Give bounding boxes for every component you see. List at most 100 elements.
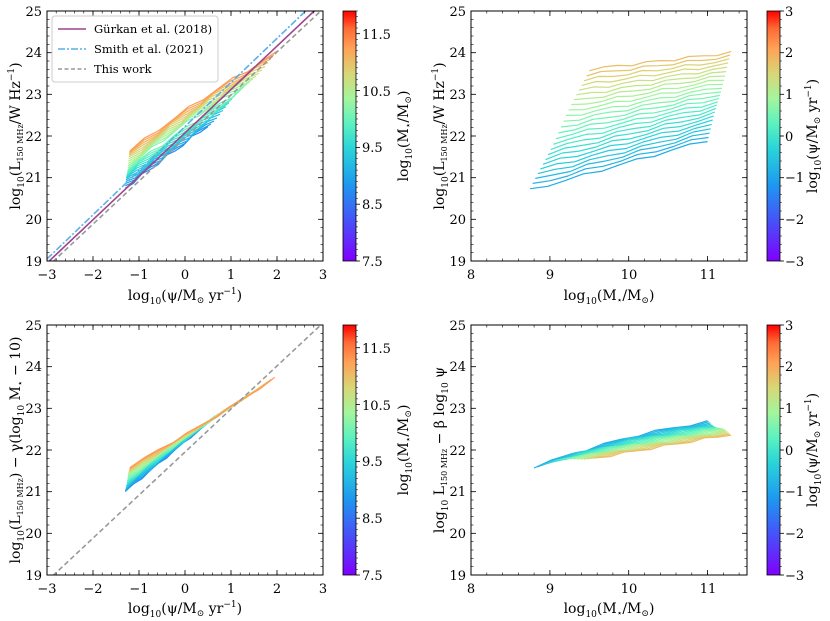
p1-sfr-track <box>573 75 726 101</box>
p1-sfr-track <box>542 119 713 165</box>
p3-cbar-tick: −2 <box>785 527 804 542</box>
p1-ytick: 23 <box>449 88 466 103</box>
p0-xtick: −1 <box>129 268 148 283</box>
p1-xlabel: log10(M⋆/M⊙) <box>564 288 655 307</box>
p1-sfr-track <box>563 91 721 122</box>
p3-cbar-tick: 0 <box>785 444 793 459</box>
p2-xtick: 0 <box>181 582 189 597</box>
p1-frame <box>470 10 748 262</box>
p1-sfr-track <box>535 132 710 179</box>
p3-sfr-track <box>550 425 714 463</box>
p3-ytick: 19 <box>449 569 466 584</box>
panel-bottom-right: 8 9 10 11 19 20 21 22 23 24 25 log10(M⋆/… <box>432 319 824 620</box>
p3-cbar-tick: 1 <box>785 402 793 417</box>
p2-ylabel: log10(L150 MHz) − γ(log10 M⋆ − 10) <box>8 337 27 564</box>
p0-reference-line-1 <box>47 11 307 260</box>
p1-colorbar-gradient <box>766 10 781 262</box>
p1-sfr-track <box>537 128 711 175</box>
p3-colorbar: −3 −2 −1 0 1 2 3 log10(ψ/M⊙ yr−1) <box>766 319 824 584</box>
p0-ytick: 24 <box>25 46 42 61</box>
p2-xtick: −1 <box>129 582 148 597</box>
p0-mass-track <box>126 88 242 173</box>
p3-ytick-labels: 19 20 21 22 23 24 25 <box>449 319 466 584</box>
legend-label-smith: Smith et al. (2021) <box>94 42 203 56</box>
p2-cbar-label: log10(M⋆/M⊙) <box>396 405 415 496</box>
p0-ytick-labels: 19 20 21 22 23 24 25 <box>25 5 42 270</box>
p2-colorbar: 7.5 8.5 9.5 10.5 11.5 log10(M⋆/M⊙) <box>342 324 415 584</box>
p0-ticks <box>46 10 324 262</box>
p0-ytick: 21 <box>25 171 42 186</box>
p1-xtick: 10 <box>621 268 638 283</box>
p1-ticks <box>470 10 747 262</box>
p0-cbar-tick: 10.5 <box>362 85 391 100</box>
p2-ytick: 25 <box>25 319 42 334</box>
p1-sfr-track <box>555 101 719 140</box>
p0-ytick: 22 <box>25 130 42 145</box>
p1-xtick: 11 <box>700 268 717 283</box>
p0-ytick: 20 <box>25 213 42 228</box>
p0-ytick: 25 <box>25 5 42 20</box>
p0-mass-track <box>127 85 245 171</box>
p2-ytick: 24 <box>25 360 42 375</box>
p2-mass-track <box>129 376 276 469</box>
p1-sfr-track <box>530 141 708 190</box>
p1-ytick: 19 <box>449 255 466 270</box>
p3-cbar-tick: 2 <box>785 360 793 375</box>
p2-reference-line-0 <box>52 325 322 575</box>
p1-sfr-track <box>550 107 717 151</box>
p1-sfr-track <box>583 58 730 82</box>
p2-cbar-ticks <box>356 324 360 576</box>
p3-ylabel: log10 L150 MHz − β log10 ψ <box>432 367 451 533</box>
p3-sfr-track <box>597 434 732 459</box>
p3-sfr-track <box>547 424 713 464</box>
p3-xtick: 10 <box>621 582 638 597</box>
p1-sfr-track <box>578 66 728 91</box>
p1-ytick: 21 <box>449 171 466 186</box>
p0-cbar-tick: 7.5 <box>362 255 383 270</box>
p1-sfr-track <box>568 83 724 111</box>
p0-ylabel: log10(L150 MHz/W Hz−1) <box>7 62 27 209</box>
p3-xtick-labels: 8 9 10 11 <box>467 582 716 597</box>
p2-xtick: 2 <box>273 582 281 597</box>
p1-ytick: 20 <box>449 213 466 228</box>
p2-cbar-tick: 11.5 <box>362 342 391 357</box>
p0-cbar-ticks <box>356 10 360 262</box>
p0-xlabel: log10(ψ/M⊙ yr−1) <box>128 287 242 307</box>
p3-colorbar-gradient <box>766 324 781 576</box>
p1-ytick-labels: 19 20 21 22 23 24 25 <box>449 5 466 270</box>
p2-xtick-labels: −3 −2 −1 0 1 2 3 <box>37 582 327 597</box>
p1-sfr-track <box>540 123 712 170</box>
p3-cbar-tick: −1 <box>785 485 804 500</box>
p0-cbar-tick: 9.5 <box>362 141 383 156</box>
p0-xtick: 0 <box>181 268 189 283</box>
p3-ticks <box>470 324 747 576</box>
p1-ylabel: log10(L150 MHz/W Hz−1) <box>431 62 451 209</box>
p0-xtick: −3 <box>37 268 56 283</box>
p3-xtick: 8 <box>467 582 475 597</box>
panel-top-right: 8 9 10 11 19 20 21 22 23 24 25 log10(M⋆/… <box>431 5 824 307</box>
p2-xtick: −3 <box>37 582 56 597</box>
p1-sfr-track <box>589 50 732 72</box>
p0-xtick: −2 <box>83 268 102 283</box>
p2-xtick: 1 <box>227 582 235 597</box>
p1-sfr-track <box>571 79 725 106</box>
p1-sfr-track <box>586 54 731 77</box>
p3-ytick: 24 <box>449 360 466 375</box>
p1-cbar-tick: −3 <box>785 255 804 270</box>
p3-cbar-label: log10(ψ/M⊙ yr−1) <box>804 393 824 507</box>
p0-colorbar-gradient <box>342 10 357 262</box>
p2-ytick: 22 <box>25 444 42 459</box>
p3-xtick: 11 <box>700 582 717 597</box>
p1-colorbar: −3 −2 −1 0 1 2 3 log10(ψ/M⊙ yr−1) <box>766 5 824 270</box>
p0-ytick: 19 <box>25 255 42 270</box>
p3-data-layer <box>533 420 732 469</box>
p2-cbar-tick: 8.5 <box>362 512 383 527</box>
p2-ticks <box>46 324 324 576</box>
p2-ytick: 21 <box>25 485 42 500</box>
p1-xtick: 8 <box>467 268 475 283</box>
legend-box <box>51 15 219 83</box>
p2-ytick-labels: 19 20 21 22 23 24 25 <box>25 319 42 584</box>
p0-ytick: 23 <box>25 88 42 103</box>
p0-cbar-tick: 11.5 <box>362 28 391 43</box>
p1-sfr-track <box>532 136 709 184</box>
